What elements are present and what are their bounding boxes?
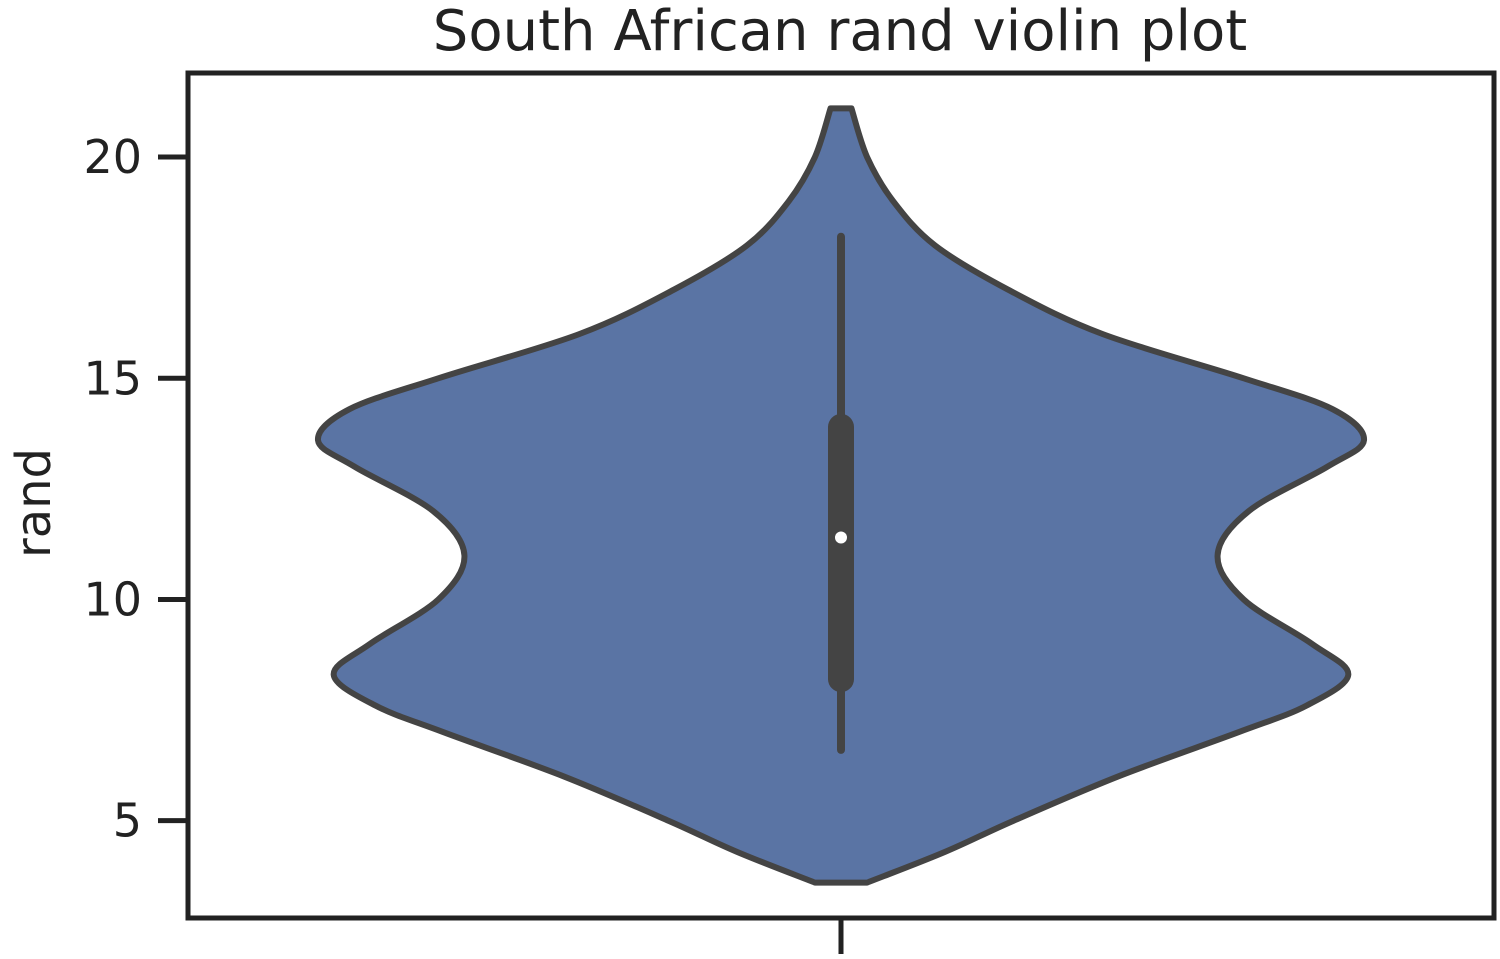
y-tick-label: 20 [83,130,142,184]
median-dot [835,531,847,544]
y-axis-label: rand [6,448,62,558]
y-tick-label: 15 [83,351,142,405]
y-axis: 5 10 15 20 [83,130,188,848]
y-tick-label: 10 [83,572,142,626]
plot-area [315,105,1367,886]
chart-title: South African rand violin plot [433,0,1247,64]
y-tick-label: 5 [113,794,142,848]
